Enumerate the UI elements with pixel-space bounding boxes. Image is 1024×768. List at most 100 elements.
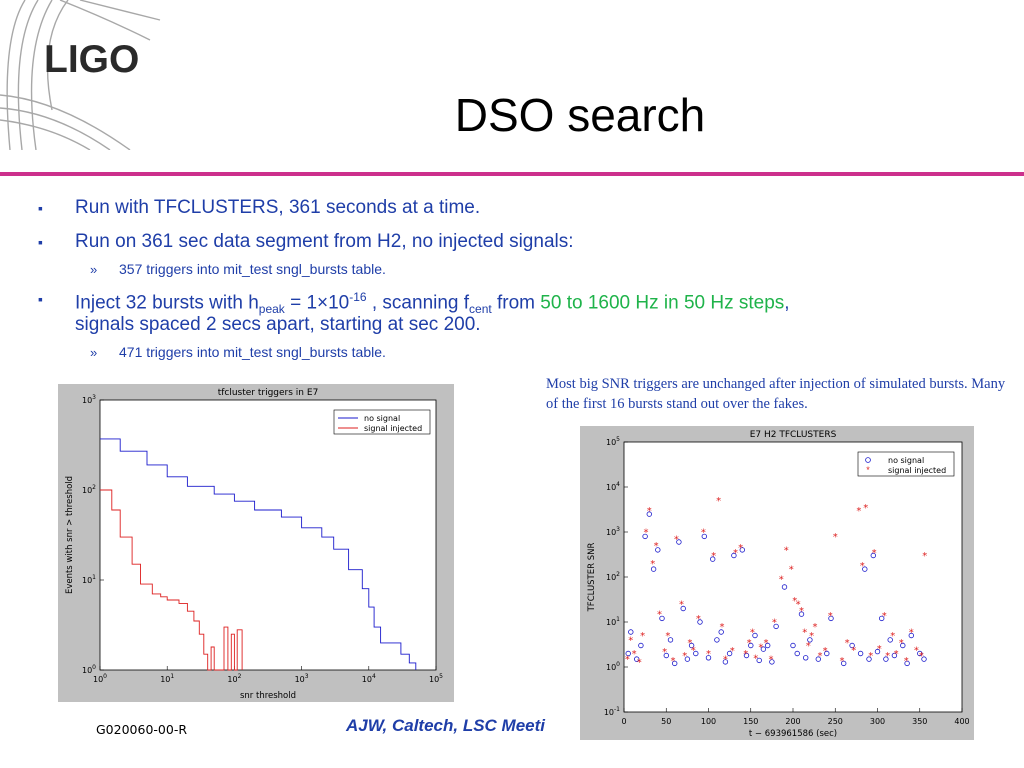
data-point-no-signal <box>773 623 779 630</box>
data-point-no-signal <box>828 615 834 622</box>
data-point-signal-injected: * <box>840 656 845 667</box>
y-tick-label: 105 <box>606 436 620 447</box>
data-point-no-signal <box>671 660 678 667</box>
data-point-no-signal <box>883 656 889 662</box>
data-point-signal-injected: * <box>784 545 789 556</box>
y-tick-label: 101 <box>606 616 620 627</box>
data-point-signal-injected: * <box>738 543 743 554</box>
legend-label: no signal <box>888 456 924 465</box>
data-point-no-signal <box>697 619 703 625</box>
data-point-signal-injected: * <box>845 638 850 649</box>
bullet-marker: ▪ <box>38 200 43 216</box>
x-tick-label: 300 <box>870 717 885 726</box>
data-point-signal-injected: * <box>813 622 818 633</box>
data-point-no-signal <box>650 566 657 572</box>
x-axis-label: snr threshold <box>240 691 296 701</box>
legend-box <box>333 409 431 435</box>
legend-label: no signal <box>364 414 400 423</box>
bullet-3-sub: 471 triggers into mit_test sngl_bursts t… <box>119 344 386 360</box>
data-point-signal-injected: * <box>743 649 748 660</box>
data-point-signal-injected: * <box>779 575 784 586</box>
data-point-no-signal <box>756 657 762 664</box>
data-point-signal-injected: * <box>650 559 655 570</box>
data-point-signal-injected: * <box>809 631 814 642</box>
data-point-no-signal <box>752 632 758 639</box>
document-id: G020060-00-R <box>96 722 188 737</box>
series-line-no-signal <box>100 438 417 670</box>
data-point-signal-injected: * <box>863 503 868 514</box>
data-point-signal-injected: * <box>882 611 887 622</box>
data-point-signal-injected: * <box>682 651 687 662</box>
data-point-no-signal <box>701 533 707 540</box>
y-tick-label: 100 <box>606 661 620 672</box>
data-point-no-signal <box>688 642 695 649</box>
data-point-no-signal <box>676 539 682 545</box>
data-point-no-signal <box>769 659 775 665</box>
data-point-signal-injected: * <box>919 651 924 662</box>
data-point-no-signal <box>684 656 691 662</box>
data-point-no-signal <box>891 652 898 659</box>
data-point-no-signal <box>790 642 796 649</box>
author-footer: AJW, Caltech, LSC Meeti <box>346 716 545 735</box>
data-point-no-signal <box>794 650 800 657</box>
y-tick-label: 102 <box>82 484 96 495</box>
bullet-3: Inject 32 bursts with hpeak = 1×10-16 , … <box>75 290 790 317</box>
data-point-signal-injected: * <box>823 646 828 657</box>
data-point-no-signal <box>705 655 712 661</box>
data-point-signal-injected: * <box>747 638 752 649</box>
y-tick-label: 104 <box>606 481 620 492</box>
data-point-signal-injected: * <box>868 651 873 662</box>
legend-box <box>857 451 955 477</box>
data-point-signal-injected: * <box>828 611 833 622</box>
data-point-signal-injected: * <box>716 496 721 507</box>
data-point-signal-injected: * <box>657 610 662 621</box>
data-point-no-signal <box>862 566 868 572</box>
data-point-signal-injected: * <box>753 653 758 664</box>
data-point-signal-injected: * <box>720 622 725 633</box>
data-point-signal-injected: * <box>872 548 877 559</box>
data-point-signal-injected: * <box>899 638 904 649</box>
data-point-no-signal <box>849 642 855 649</box>
x-tick-label: 100 <box>701 717 716 726</box>
data-point-signal-injected: * <box>706 649 711 660</box>
x-tick-label: 104 <box>362 673 376 684</box>
data-point-no-signal <box>900 642 906 649</box>
sub-bullet-marker: » <box>90 345 98 360</box>
data-point-no-signal <box>638 642 644 649</box>
sub-bullet-marker: » <box>90 262 98 277</box>
legend-label: signal injected <box>364 424 422 433</box>
data-point-no-signal <box>714 637 720 643</box>
x-axis-label: t − 693961586 (sec) <box>749 729 837 739</box>
x-tick-label: 250 <box>828 717 843 726</box>
data-point-signal-injected: * <box>802 628 807 639</box>
data-point-no-signal <box>743 652 750 659</box>
data-point-no-signal <box>764 642 771 649</box>
data-point-signal-injected: * <box>890 631 895 642</box>
bullet-2-sub: 357 triggers into mit_test sngl_bursts t… <box>119 261 386 277</box>
data-point-no-signal <box>879 615 885 622</box>
data-point-signal-injected: * <box>885 651 890 662</box>
x-tick-label: 105 <box>429 673 443 684</box>
data-point-signal-injected: * <box>789 565 794 576</box>
data-point-no-signal <box>874 648 881 655</box>
y-tick-label: 102 <box>606 571 620 582</box>
data-point-no-signal <box>760 646 767 652</box>
data-point-signal-injected: * <box>679 600 684 611</box>
data-point-signal-injected: * <box>687 638 692 649</box>
y-tick-label: 10-1 <box>604 706 620 717</box>
data-point-no-signal <box>655 547 661 553</box>
data-point-no-signal <box>646 511 652 517</box>
data-point-signal-injected: * <box>671 656 676 667</box>
data-point-signal-injected: * <box>711 551 716 562</box>
data-point-no-signal <box>921 656 927 662</box>
data-point-signal-injected: * <box>792 596 797 607</box>
data-point-no-signal <box>908 632 914 639</box>
data-point-signal-injected: * <box>904 656 909 667</box>
data-point-no-signal <box>680 605 686 612</box>
data-point-no-signal <box>659 615 665 622</box>
data-point-no-signal <box>748 642 754 649</box>
data-point-signal-injected: * <box>625 655 630 666</box>
data-point-signal-injected: * <box>914 645 919 656</box>
plot-caption: Most big SNR triggers are unchanged afte… <box>546 376 1006 412</box>
tfcluster-scatter-chart: 0 50 100 150 200 250 300 350 400 10-1 100 101 102 103… <box>580 426 974 740</box>
